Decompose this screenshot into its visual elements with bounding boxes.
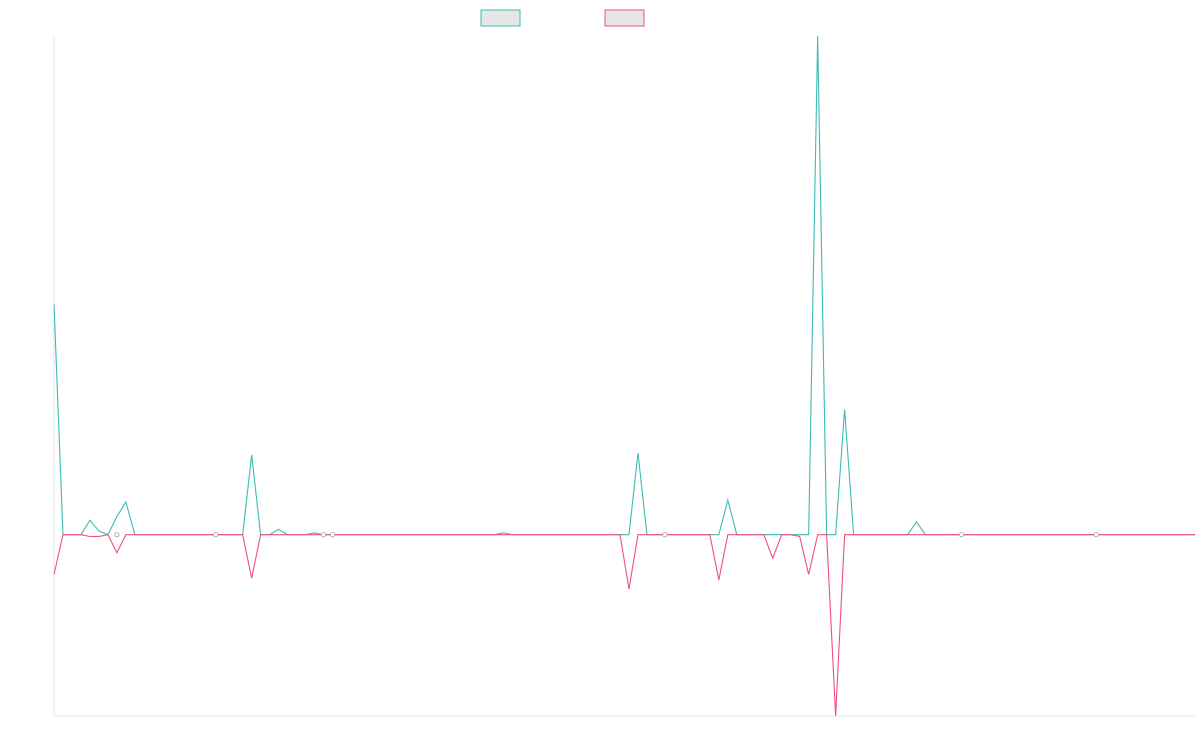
legend	[480, 9, 645, 27]
series-1-line	[53, 35, 1195, 536]
baseline-marker	[662, 532, 668, 538]
baseline-marker	[958, 532, 965, 538]
legend-swatch-1	[480, 9, 521, 27]
baseline-marker	[329, 532, 336, 538]
series-2-line	[53, 534, 1195, 717]
series-2	[53, 534, 1195, 717]
series-group	[53, 35, 1195, 717]
axes	[53, 36, 1195, 717]
baseline-marker	[114, 532, 120, 538]
baseline-marker	[320, 532, 327, 538]
baseline-marker	[1093, 532, 1099, 538]
baseline-marker	[213, 532, 219, 538]
series-1	[53, 35, 1195, 536]
legend-swatch-2	[604, 9, 645, 27]
